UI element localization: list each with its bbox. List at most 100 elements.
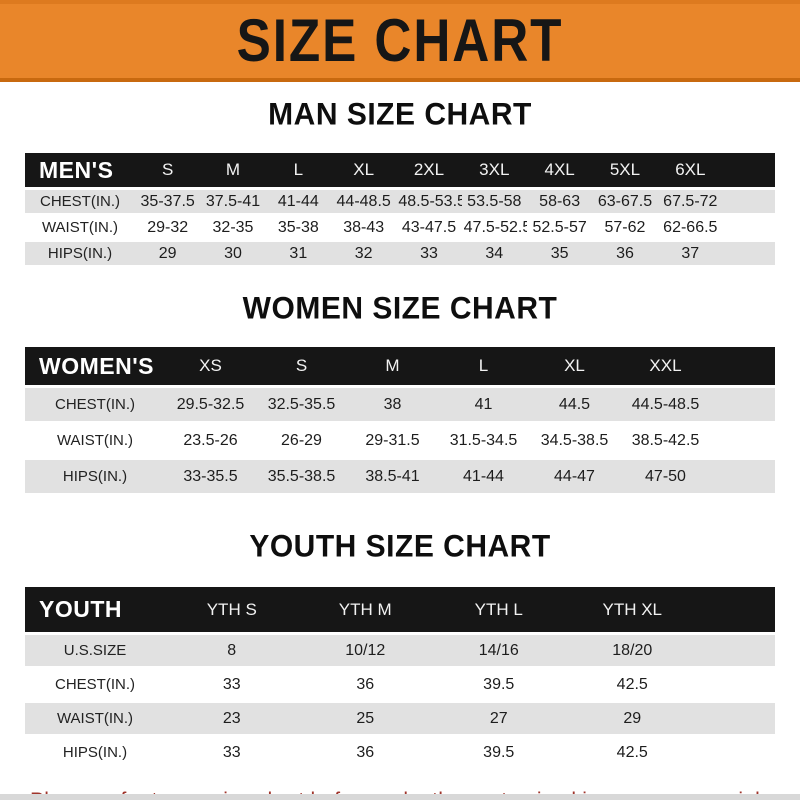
- cell-value: 18/20: [565, 635, 699, 666]
- table-row: WAIST(IN.) 23.5-26 26-29 29-31.5 31.5-34.5 34…: [25, 424, 775, 457]
- table-row: WAIST(IN.) 23 25 27 29: [25, 703, 775, 734]
- column-header: YTH S: [165, 587, 299, 632]
- cell-value: 41: [438, 388, 529, 421]
- table-row: HIPS(IN.) 33-35.5 35.5-38.5 38.5-41 41-44 44-…: [25, 460, 775, 493]
- cell-value: 42.5: [565, 737, 699, 768]
- row-spacer-cell: [711, 460, 775, 493]
- cell-value: 39.5: [432, 669, 566, 700]
- cell-value: 43-47.5: [396, 216, 462, 239]
- column-header: S: [256, 347, 347, 385]
- cell-value: 37: [657, 242, 723, 265]
- row-spacer-cell: [723, 216, 775, 239]
- column-header: 3XL: [461, 153, 527, 187]
- row-label: CHEST(IN.): [25, 388, 165, 421]
- cell-value: 33: [396, 242, 462, 265]
- table-header-row: YOUTH YTH S YTH M YTH L YTH XL: [25, 587, 775, 632]
- column-header: S: [135, 153, 201, 187]
- cell-value: 29: [565, 703, 699, 734]
- cell-value: 29-32: [135, 216, 201, 239]
- cell-value: 29-31.5: [347, 424, 438, 457]
- man-size-chart-heading: MAN SIZE CHART: [268, 96, 532, 132]
- cell-value: 38: [347, 388, 438, 421]
- table-header-label: MEN'S: [25, 153, 135, 187]
- cell-value: 25: [298, 703, 432, 734]
- table-row: HIPS(IN.) 29 30 31 32 33 34 35 36 37: [25, 242, 775, 265]
- cell-value: 67.5-72: [657, 190, 723, 213]
- column-header: 5XL: [592, 153, 658, 187]
- row-spacer-cell: [699, 635, 775, 666]
- row-label: WAIST(IN.): [25, 703, 165, 734]
- row-spacer-cell: [723, 190, 775, 213]
- cell-value: 47-50: [620, 460, 711, 493]
- cell-value: 26-29: [256, 424, 347, 457]
- cell-value: 35: [526, 242, 593, 265]
- column-header: 2XL: [396, 153, 462, 187]
- table-row: CHEST(IN.) 33 36 39.5 42.5: [25, 669, 775, 700]
- cell-value: 38-43: [330, 216, 397, 239]
- column-header: L: [438, 347, 529, 385]
- cell-value: 44-48.5: [330, 190, 397, 213]
- column-header: XXL: [620, 347, 711, 385]
- cell-value: 42.5: [565, 669, 699, 700]
- women-size-table: WOMEN'S XS S M L XL XXL CHEST(IN.) 29.5-32.5 32.5…: [25, 344, 775, 496]
- cell-value: 23: [165, 703, 299, 734]
- cell-value: 31.5-34.5: [438, 424, 529, 457]
- header-spacer-cell: [699, 587, 775, 632]
- cell-value: 41-44: [265, 190, 331, 213]
- cell-value: 33-35.5: [165, 460, 256, 493]
- cell-value: 47.5-52.5: [461, 216, 527, 239]
- women-size-chart-heading: WOMEN SIZE CHART: [242, 290, 558, 326]
- cell-value: 30: [200, 242, 266, 265]
- cell-value: 52.5-57: [526, 216, 593, 239]
- cell-value: 57-62: [592, 216, 658, 239]
- row-spacer-cell: [699, 737, 775, 768]
- column-header: YTH M: [298, 587, 432, 632]
- column-header: YTH L: [432, 587, 566, 632]
- bottom-edge-strip: [0, 794, 800, 800]
- cell-value: 44.5-48.5: [620, 388, 711, 421]
- cell-value: 36: [298, 669, 432, 700]
- cell-value: 35.5-38.5: [256, 460, 347, 493]
- header-spacer-cell: [711, 347, 775, 385]
- cell-value: 37.5-41: [200, 190, 266, 213]
- header-spacer-cell: [723, 153, 775, 187]
- cell-value: 62-66.5: [657, 216, 723, 239]
- cell-value: 35-38: [265, 216, 331, 239]
- row-label: WAIST(IN.): [25, 216, 135, 239]
- column-header: XS: [165, 347, 256, 385]
- cell-value: 36: [298, 737, 432, 768]
- column-header: 4XL: [526, 153, 593, 187]
- cell-value: 32: [330, 242, 397, 265]
- table-row: CHEST(IN.) 35-37.5 37.5-41 41-44 44-48.5 48.5…: [25, 190, 775, 213]
- row-spacer-cell: [711, 388, 775, 421]
- row-label: HIPS(IN.): [25, 242, 135, 265]
- cell-value: 27: [432, 703, 566, 734]
- cell-value: 23.5-26: [165, 424, 256, 457]
- youth-size-chart-heading: YOUTH SIZE CHART: [249, 528, 551, 564]
- row-spacer-cell: [699, 669, 775, 700]
- cell-value: 41-44: [438, 460, 529, 493]
- row-label: HIPS(IN.): [25, 460, 165, 493]
- cell-value: 8: [165, 635, 299, 666]
- row-spacer-cell: [699, 703, 775, 734]
- table-header-row: MEN'S S M L XL 2XL 3XL 4XL 5XL 6XL: [25, 153, 775, 187]
- row-spacer-cell: [711, 424, 775, 457]
- cell-value: 44-47: [529, 460, 620, 493]
- cell-value: 10/12: [298, 635, 432, 666]
- column-header: YTH XL: [565, 587, 699, 632]
- cell-value: 29.5-32.5: [165, 388, 256, 421]
- row-label: WAIST(IN.): [25, 424, 165, 457]
- cell-value: 33: [165, 669, 299, 700]
- column-header: XL: [529, 347, 620, 385]
- table-row: U.S.SIZE 8 10/12 14/16 18/20: [25, 635, 775, 666]
- cell-value: 58-63: [526, 190, 593, 213]
- cell-value: 38.5-41: [347, 460, 438, 493]
- table-header-label: YOUTH: [25, 587, 165, 632]
- cell-value: 53.5-58: [461, 190, 527, 213]
- table-row: WAIST(IN.) 29-32 32-35 35-38 38-43 43-47.5 47.…: [25, 216, 775, 239]
- table-header-row: WOMEN'S XS S M L XL XXL: [25, 347, 775, 385]
- youth-size-table: YOUTH YTH S YTH M YTH L YTH XL U.S.SIZE 8 10/12…: [25, 584, 775, 771]
- cell-value: 63-67.5: [592, 190, 658, 213]
- row-spacer-cell: [723, 242, 775, 265]
- cell-value: 34.5-38.5: [529, 424, 620, 457]
